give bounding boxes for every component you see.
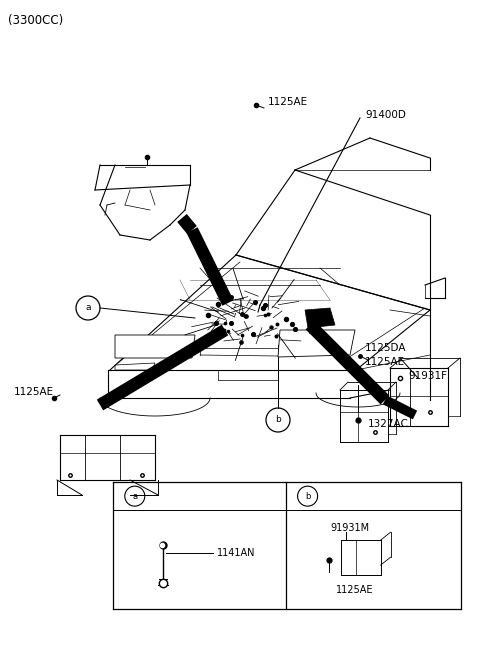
Polygon shape <box>115 335 195 358</box>
Text: 1125AE: 1125AE <box>14 387 54 397</box>
Text: 1125AE: 1125AE <box>336 585 373 595</box>
Text: 91400D: 91400D <box>365 110 406 120</box>
Text: b: b <box>305 491 310 501</box>
Text: 91931F: 91931F <box>408 371 447 381</box>
Text: 91931M: 91931M <box>331 523 370 533</box>
Text: a: a <box>132 491 137 501</box>
Text: 1125AE: 1125AE <box>365 357 405 367</box>
Text: 1125AE: 1125AE <box>268 97 308 107</box>
Text: b: b <box>275 415 281 424</box>
Text: 1125DA: 1125DA <box>365 343 407 353</box>
Text: 1327AC: 1327AC <box>368 419 409 429</box>
Text: 1141AN: 1141AN <box>217 548 255 558</box>
Polygon shape <box>115 363 155 370</box>
Text: a: a <box>85 304 91 312</box>
Polygon shape <box>305 308 335 328</box>
Polygon shape <box>278 330 355 357</box>
Text: (3300CC): (3300CC) <box>8 14 63 27</box>
